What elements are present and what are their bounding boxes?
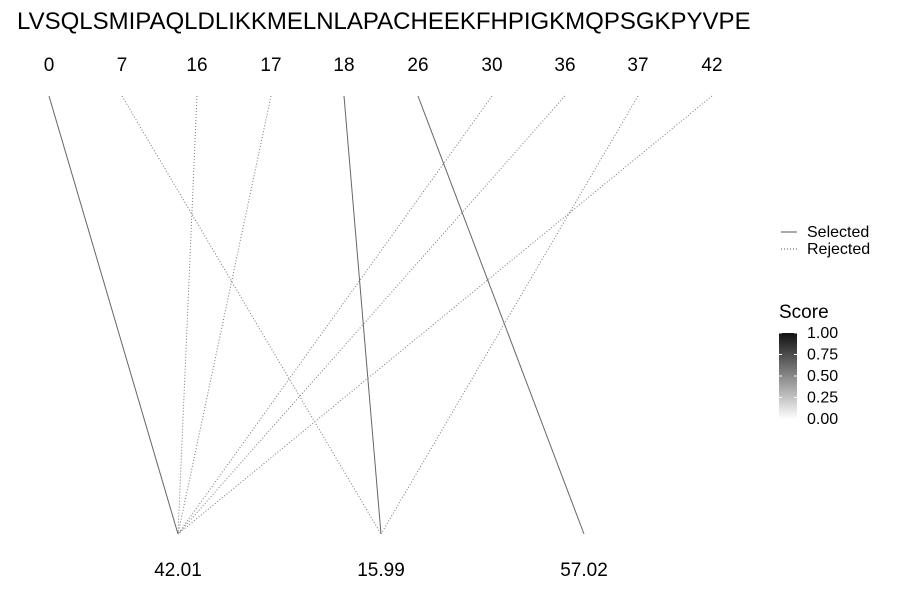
mass-label: 15.99 — [357, 560, 405, 581]
top-labels: 0 7 16 17 18 26 30 36 37 42 — [44, 55, 723, 76]
position-label: 26 — [407, 55, 428, 76]
legend-selected-label: Selected — [807, 224, 869, 241]
rejected-connection-line — [177, 95, 713, 535]
score-tick-label: 0.25 — [807, 390, 838, 407]
legend-rejected-label: Rejected — [807, 241, 870, 258]
score-colorbar — [779, 333, 797, 419]
position-label: 42 — [701, 55, 722, 76]
rejected-connection-line — [380, 95, 639, 535]
position-label: 30 — [481, 55, 502, 76]
mass-label: 57.02 — [560, 560, 608, 581]
rejected-connection-line — [121, 95, 382, 535]
position-label: 0 — [44, 55, 55, 76]
score-tick-label: 0.75 — [807, 347, 838, 364]
selected-connection-line — [343, 95, 382, 535]
mass-label: 42.01 — [154, 560, 202, 581]
score-legend: Score 1.00 0.75 0.50 0.25 0.00 — [779, 302, 838, 428]
rejected-connection-line — [177, 95, 566, 535]
score-tick-label: 0.00 — [807, 411, 838, 428]
score-ticks: 1.00 0.75 0.50 0.25 0.00 — [779, 325, 838, 428]
score-tick-label: 0.50 — [807, 368, 838, 385]
position-label: 37 — [627, 55, 648, 76]
position-label: 16 — [186, 55, 207, 76]
connection-lines — [48, 95, 713, 535]
line-type-legend: Selected Rejected — [781, 224, 870, 258]
bottom-labels: 42.01 15.99 57.02 — [154, 560, 608, 581]
rejected-connection-line — [177, 95, 198, 535]
sequence-text: LVSQLSMIPAQLDLIKKMELNLAPACHEEKFHPIGKMQPS… — [17, 8, 751, 35]
score-tick-label: 1.00 — [807, 325, 838, 342]
selected-connection-line — [48, 95, 179, 535]
rejected-connection-line — [177, 95, 272, 535]
position-label: 17 — [260, 55, 281, 76]
score-legend-title: Score — [779, 302, 829, 323]
position-label: 7 — [117, 55, 128, 76]
position-label: 36 — [554, 55, 575, 76]
position-label: 18 — [333, 55, 354, 76]
selected-connection-line — [417, 95, 585, 535]
